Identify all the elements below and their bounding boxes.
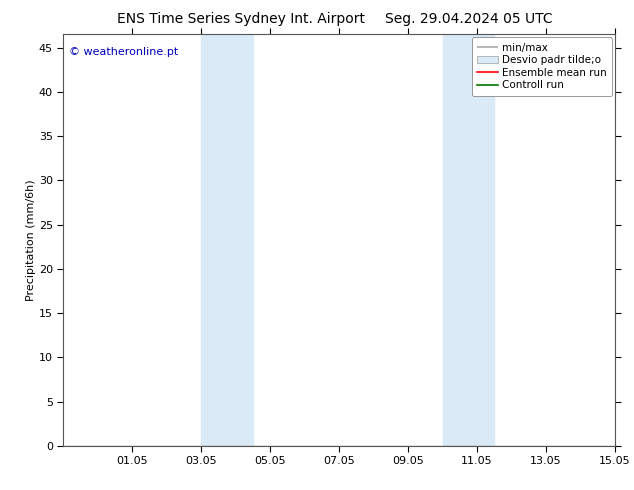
Y-axis label: Precipitation (mm/6h): Precipitation (mm/6h) [26,179,36,301]
Bar [202,34,253,446]
Text: Seg. 29.04.2024 05 UTC: Seg. 29.04.2024 05 UTC [385,12,553,26]
Bar [443,34,495,446]
Legend: min/max, Desvio padr tilde;o, Ensemble mean run, Controll run: min/max, Desvio padr tilde;o, Ensemble m… [472,37,612,96]
Text: ENS Time Series Sydney Int. Airport: ENS Time Series Sydney Int. Airport [117,12,365,26]
Text: © weatheronline.pt: © weatheronline.pt [69,47,178,57]
